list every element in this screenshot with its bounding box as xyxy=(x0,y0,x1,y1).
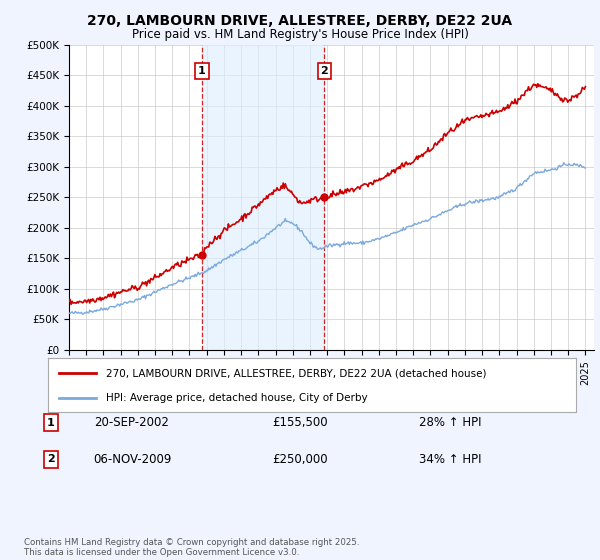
Text: 1: 1 xyxy=(47,418,55,428)
Bar xyxy=(202,45,325,350)
Text: 28% ↑ HPI: 28% ↑ HPI xyxy=(419,416,481,430)
Text: 2: 2 xyxy=(47,454,55,464)
Text: 2: 2 xyxy=(320,66,328,76)
Text: HPI: Average price, detached house, City of Derby: HPI: Average price, detached house, City… xyxy=(106,393,368,403)
Text: £155,500: £155,500 xyxy=(272,416,328,430)
Text: Price paid vs. HM Land Registry's House Price Index (HPI): Price paid vs. HM Land Registry's House … xyxy=(131,28,469,41)
Text: 270, LAMBOURN DRIVE, ALLESTREE, DERBY, DE22 2UA: 270, LAMBOURN DRIVE, ALLESTREE, DERBY, D… xyxy=(88,14,512,28)
Text: 34% ↑ HPI: 34% ↑ HPI xyxy=(419,452,481,466)
Text: Contains HM Land Registry data © Crown copyright and database right 2025.
This d: Contains HM Land Registry data © Crown c… xyxy=(24,538,359,557)
Text: 270, LAMBOURN DRIVE, ALLESTREE, DERBY, DE22 2UA (detached house): 270, LAMBOURN DRIVE, ALLESTREE, DERBY, D… xyxy=(106,368,487,379)
Text: 20-SEP-2002: 20-SEP-2002 xyxy=(95,416,169,430)
Text: 06-NOV-2009: 06-NOV-2009 xyxy=(93,452,171,466)
Text: 1: 1 xyxy=(198,66,206,76)
Text: £250,000: £250,000 xyxy=(272,452,328,466)
